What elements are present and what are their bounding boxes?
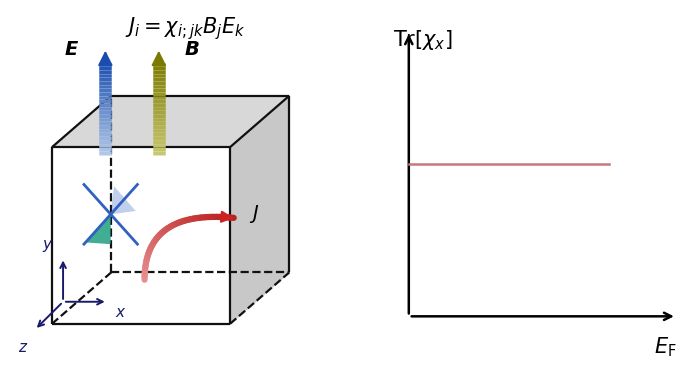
- Text: $J_i = \chi_{i;jk}B_jE_k$: $J_i = \chi_{i;jk}B_jE_k$: [125, 15, 246, 42]
- Text: $\boldsymbol{B}$: $\boldsymbol{B}$: [184, 41, 200, 59]
- Text: $\boldsymbol{E}$: $\boldsymbol{E}$: [64, 41, 80, 59]
- Text: $x$: $x$: [115, 306, 127, 320]
- Text: $y$: $y$: [43, 238, 54, 254]
- Text: $E_{\mathrm{F}}$: $E_{\mathrm{F}}$: [654, 336, 677, 360]
- Text: $J$: $J$: [248, 203, 259, 225]
- Text: $z$: $z$: [18, 341, 29, 355]
- Polygon shape: [111, 186, 136, 214]
- Text: $\mathrm{Tr}[\chi_x]$: $\mathrm{Tr}[\chi_x]$: [393, 28, 453, 52]
- Polygon shape: [52, 96, 289, 147]
- Polygon shape: [85, 214, 111, 244]
- Polygon shape: [230, 96, 289, 324]
